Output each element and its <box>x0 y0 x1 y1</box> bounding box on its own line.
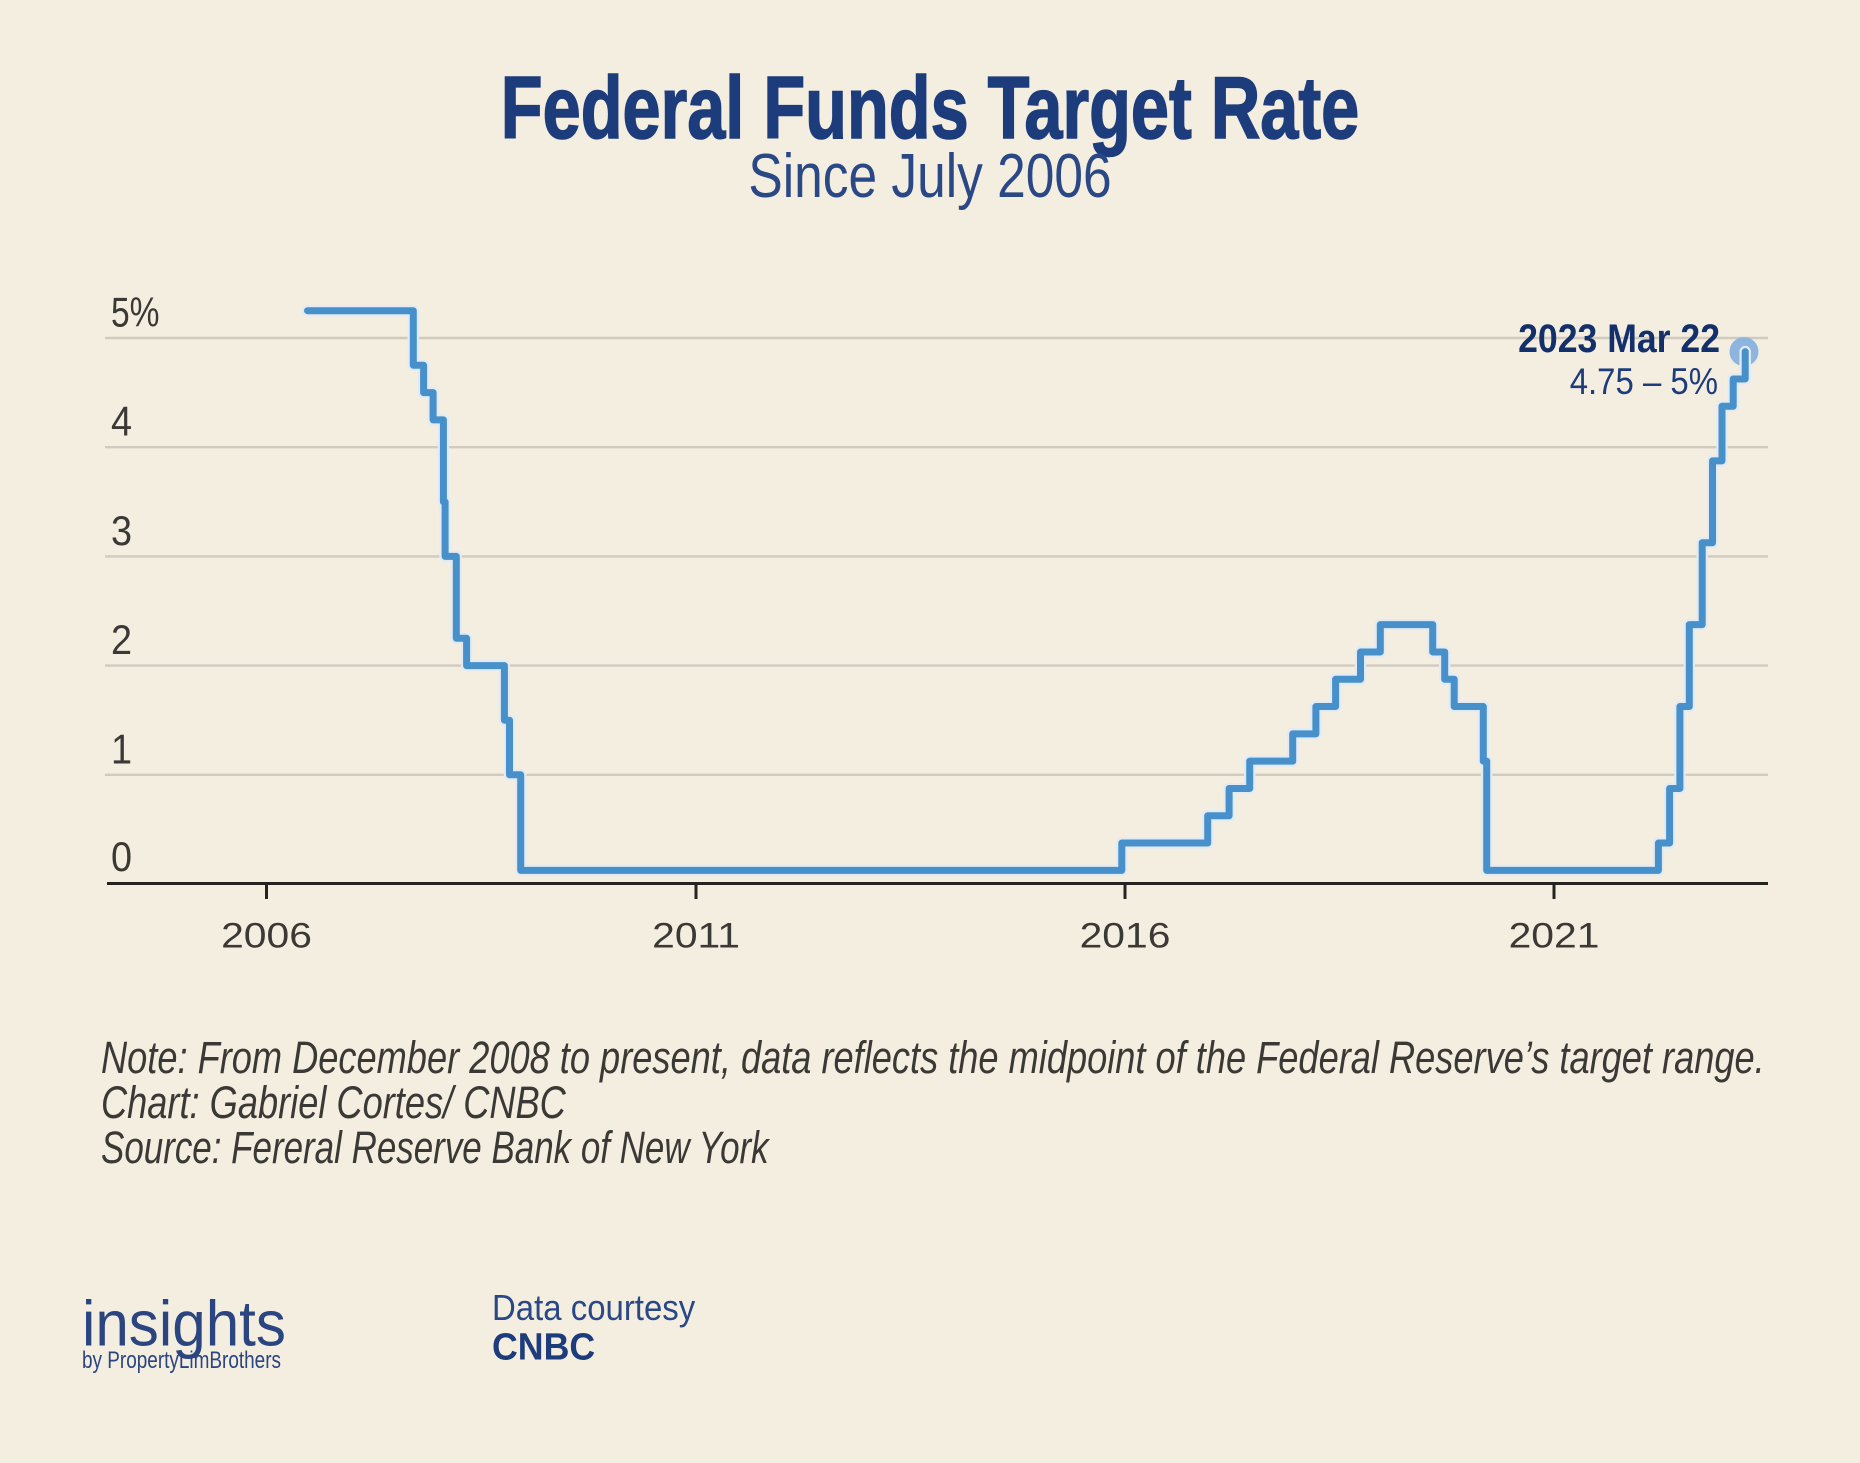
svg-text:4.75 – 5%: 4.75 – 5% <box>1570 361 1718 402</box>
svg-text:2006: 2006 <box>221 916 312 956</box>
svg-text:Source: Fereral Reserve Bank o: Source: Fereral Reserve Bank of New York <box>101 1123 770 1173</box>
svg-text:2: 2 <box>111 617 132 663</box>
svg-text:insights: insights <box>82 1289 286 1360</box>
svg-text:3: 3 <box>111 508 132 554</box>
svg-text:2021: 2021 <box>1509 916 1600 956</box>
svg-text:2023 Mar 22: 2023 Mar 22 <box>1518 317 1720 361</box>
svg-text:Since July 2006: Since July 2006 <box>748 142 1111 212</box>
svg-text:1: 1 <box>111 727 132 773</box>
svg-text:2016: 2016 <box>1080 916 1171 956</box>
svg-text:0: 0 <box>111 834 132 880</box>
svg-text:CNBC: CNBC <box>492 1325 595 1367</box>
svg-text:by PropertyLimBrothers: by PropertyLimBrothers <box>82 1346 281 1374</box>
svg-text:Federal Funds Target Rate: Federal Funds Target Rate <box>501 59 1359 157</box>
svg-text:Chart: Gabriel Cortes/ CNBC: Chart: Gabriel Cortes/ CNBC <box>101 1077 566 1128</box>
svg-text:4: 4 <box>111 399 132 445</box>
svg-text:Data courtesy: Data courtesy <box>492 1289 696 1329</box>
svg-text:5%: 5% <box>111 290 160 336</box>
svg-text:2011: 2011 <box>652 916 740 956</box>
svg-text:Note: From December 2008 to pr: Note: From December 2008 to present, dat… <box>101 1032 1765 1083</box>
